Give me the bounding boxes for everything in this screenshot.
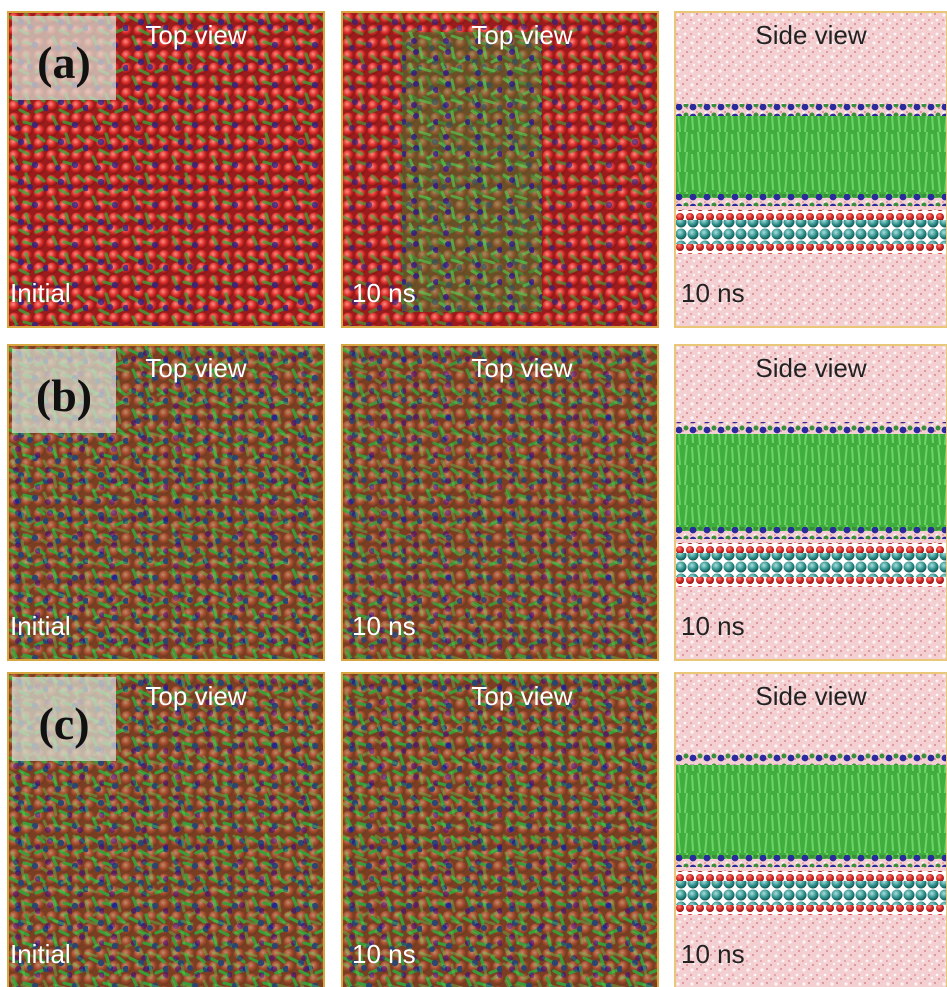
substrate-red-bottom xyxy=(675,577,947,587)
time-caption: Initial xyxy=(10,939,71,969)
panel-label: (b) xyxy=(36,370,92,421)
view-title: Top view xyxy=(471,681,572,711)
head-groups-bottom xyxy=(675,527,947,539)
substrate-red-top xyxy=(675,210,947,220)
substrate-red-top xyxy=(675,543,947,553)
top-view-panel: (b) Top view Initial xyxy=(8,345,324,660)
panel-label: (c) xyxy=(38,698,89,749)
substrate-red-bottom xyxy=(675,244,947,254)
top-view-panel: Top view 10 ns xyxy=(342,673,658,987)
top-view-panel: Top view 10 ns xyxy=(342,12,658,327)
time-caption: 10 ns xyxy=(681,278,745,308)
time-caption: 10 ns xyxy=(681,939,745,969)
view-title: Top view xyxy=(145,20,246,50)
substrate-teal xyxy=(675,220,947,244)
side-view-panel: Side view 10 ns xyxy=(675,673,947,987)
side-view-panel: Side view 10 ns xyxy=(675,12,947,327)
view-title: Side view xyxy=(755,20,866,50)
lipid-band xyxy=(675,765,947,859)
view-title: Top view xyxy=(145,681,246,711)
top-view-panel: (c) Top view Initial xyxy=(8,673,324,987)
lipid-band xyxy=(675,434,947,531)
time-caption: 10 ns xyxy=(352,939,416,969)
head-groups-bottom xyxy=(675,194,947,206)
view-title: Side view xyxy=(755,681,866,711)
view-title: Top view xyxy=(145,353,246,383)
side-view-panel: Side view 10 ns xyxy=(675,345,947,660)
head-groups-top xyxy=(675,422,947,436)
time-caption: 10 ns xyxy=(352,278,416,308)
lipid-layer-dense xyxy=(402,32,542,312)
top-view-panel: (a) Top view Initial xyxy=(8,12,324,327)
figure: (a)Top viewInitialTop view10 nsSide view… xyxy=(0,0,947,987)
top-view-panel: Top view 10 ns xyxy=(342,345,658,660)
head-groups-top xyxy=(675,104,947,118)
view-title: Side view xyxy=(755,353,866,383)
lipid-band xyxy=(675,116,947,198)
time-caption: 10 ns xyxy=(681,611,745,641)
substrate-teal xyxy=(675,553,947,577)
head-groups-bottom xyxy=(675,855,947,867)
view-title: Top view xyxy=(471,20,572,50)
view-title: Top view xyxy=(471,353,572,383)
panel-label: (a) xyxy=(37,37,91,88)
time-caption: 10 ns xyxy=(352,611,416,641)
substrate-red-top xyxy=(675,871,947,881)
head-groups-top xyxy=(675,753,947,767)
substrate-teal xyxy=(675,881,947,905)
time-caption: Initial xyxy=(10,611,71,641)
substrate-red-bottom xyxy=(675,905,947,915)
time-caption: Initial xyxy=(10,278,71,308)
